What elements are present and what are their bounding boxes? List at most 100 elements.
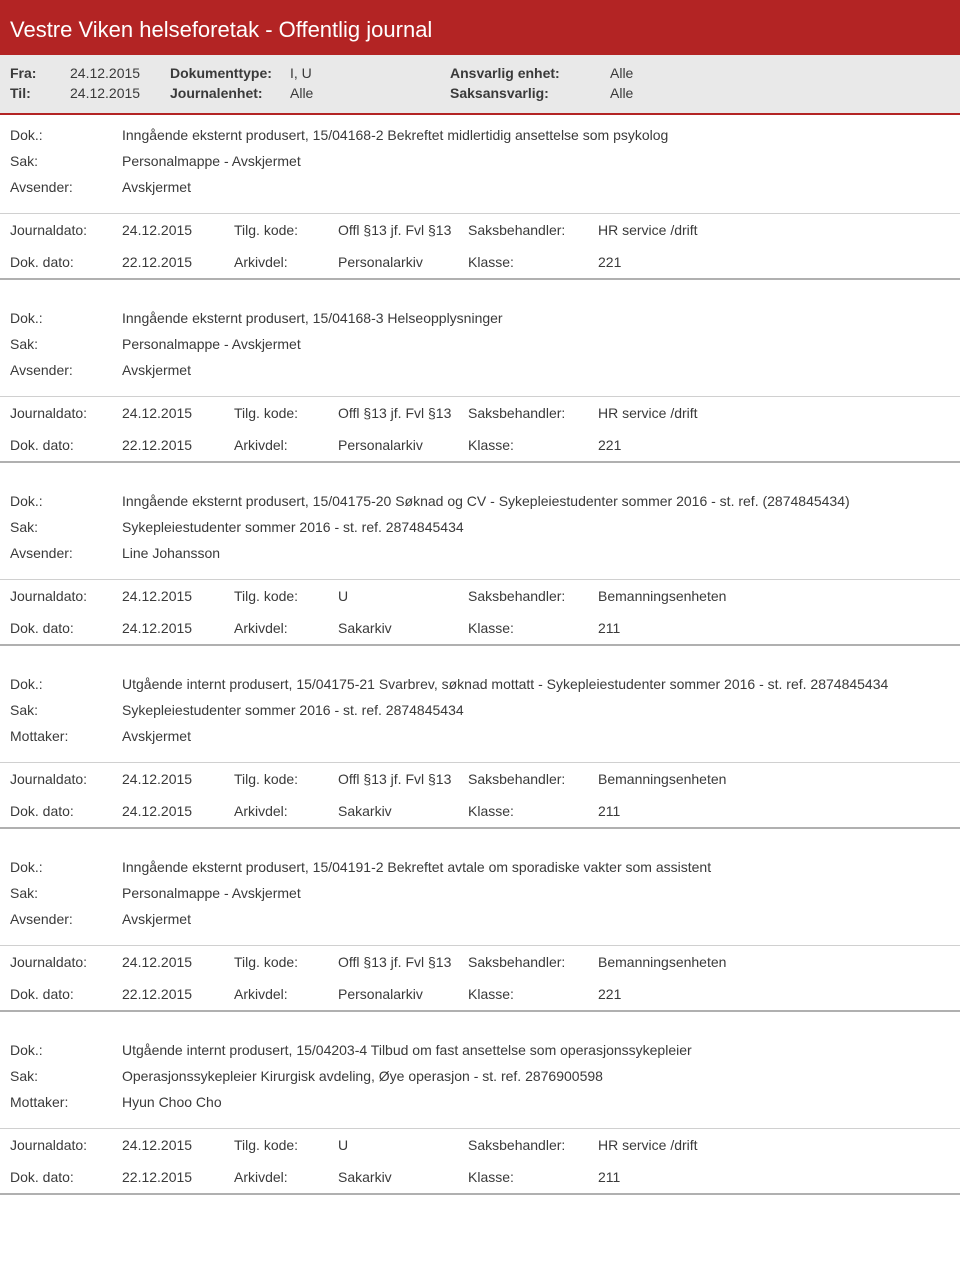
dokdato-label: Dok. dato: bbox=[10, 620, 122, 636]
sak-label: Sak: bbox=[10, 153, 122, 169]
dok-value: Utgående internt produsert, 15/04175-21 … bbox=[122, 676, 950, 692]
doktype-label: Dokumenttype: bbox=[170, 65, 290, 81]
tilgkode-value: Offl §13 jf. Fvl §13 bbox=[338, 771, 468, 787]
klasse-label: Klasse: bbox=[468, 803, 598, 819]
entry-header: Dok.: Inngående eksternt produsert, 15/0… bbox=[0, 115, 960, 213]
page-title: Vestre Viken helseforetak - Offentlig jo… bbox=[10, 17, 432, 42]
entry-meta: Journaldato: 24.12.2015 Tilg. kode: Offl… bbox=[0, 213, 960, 280]
til-value: 24.12.2015 bbox=[70, 85, 170, 101]
dok-label: Dok.: bbox=[10, 859, 122, 875]
arkivdel-value: Personalarkiv bbox=[338, 986, 468, 1002]
party-label: Avsender: bbox=[10, 362, 122, 378]
tilgkode-label: Tilg. kode: bbox=[234, 1137, 338, 1153]
saksbehandler-value: Bemanningsenheten bbox=[598, 954, 950, 970]
sak-value: Sykepleiestudenter sommer 2016 - st. ref… bbox=[122, 519, 950, 535]
sak-label: Sak: bbox=[10, 336, 122, 352]
saksbehandler-label: Saksbehandler: bbox=[468, 588, 598, 604]
journaldato-label: Journaldato: bbox=[10, 222, 122, 238]
arkivdel-value: Sakarkiv bbox=[338, 620, 468, 636]
party-value: Avskjermet bbox=[122, 362, 950, 378]
tilgkode-label: Tilg. kode: bbox=[234, 771, 338, 787]
sak-label: Sak: bbox=[10, 1068, 122, 1084]
dok-label: Dok.: bbox=[10, 493, 122, 509]
journaldato-value: 24.12.2015 bbox=[122, 771, 234, 787]
entry-meta: Journaldato: 24.12.2015 Tilg. kode: Offl… bbox=[0, 396, 960, 463]
sak-label: Sak: bbox=[10, 702, 122, 718]
til-label: Til: bbox=[10, 85, 70, 101]
journal-entry: Dok.: Utgående internt produsert, 15/042… bbox=[0, 1030, 960, 1213]
dokdato-label: Dok. dato: bbox=[10, 1169, 122, 1185]
journaldato-label: Journaldato: bbox=[10, 588, 122, 604]
party-label: Avsender: bbox=[10, 179, 122, 195]
sak-value: Personalmappe - Avskjermet bbox=[122, 885, 950, 901]
arkivdel-value: Sakarkiv bbox=[338, 1169, 468, 1185]
tilgkode-value: U bbox=[338, 588, 468, 604]
klasse-value: 221 bbox=[598, 437, 950, 453]
dokdato-value: 24.12.2015 bbox=[122, 620, 234, 636]
party-label: Avsender: bbox=[10, 545, 122, 561]
journal-entry: Dok.: Inngående eksternt produsert, 15/0… bbox=[0, 115, 960, 298]
entry-meta: Journaldato: 24.12.2015 Tilg. kode: Offl… bbox=[0, 945, 960, 1012]
saksansvarlig-value: Alle bbox=[610, 85, 690, 101]
saksbehandler-value: Bemanningsenheten bbox=[598, 588, 950, 604]
tilgkode-value: Offl §13 jf. Fvl §13 bbox=[338, 405, 468, 421]
tilgkode-label: Tilg. kode: bbox=[234, 405, 338, 421]
tilgkode-label: Tilg. kode: bbox=[234, 588, 338, 604]
tilgkode-value: Offl §13 jf. Fvl §13 bbox=[338, 954, 468, 970]
party-value: Avskjermet bbox=[122, 179, 950, 195]
dokdato-value: 22.12.2015 bbox=[122, 1169, 234, 1185]
journal-entry: Dok.: Utgående internt produsert, 15/041… bbox=[0, 664, 960, 847]
dokdato-value: 22.12.2015 bbox=[122, 986, 234, 1002]
klasse-label: Klasse: bbox=[468, 254, 598, 270]
entry-header: Dok.: Utgående internt produsert, 15/041… bbox=[0, 664, 960, 762]
entry-gap bbox=[0, 1012, 960, 1030]
doktype-value: I, U bbox=[290, 65, 450, 81]
arkivdel-label: Arkivdel: bbox=[234, 803, 338, 819]
klasse-value: 211 bbox=[598, 803, 950, 819]
tilgkode-label: Tilg. kode: bbox=[234, 954, 338, 970]
entry-meta: Journaldato: 24.12.2015 Tilg. kode: U Sa… bbox=[0, 579, 960, 646]
arkivdel-value: Personalarkiv bbox=[338, 254, 468, 270]
klasse-value: 221 bbox=[598, 986, 950, 1002]
dok-value: Inngående eksternt produsert, 15/04168-2… bbox=[122, 127, 950, 143]
journaldato-value: 24.12.2015 bbox=[122, 405, 234, 421]
entry-header: Dok.: Inngående eksternt produsert, 15/0… bbox=[0, 481, 960, 579]
party-label: Mottaker: bbox=[10, 1094, 122, 1110]
dokdato-label: Dok. dato: bbox=[10, 254, 122, 270]
dok-value: Inngående eksternt produsert, 15/04175-2… bbox=[122, 493, 950, 509]
journalenhet-value: Alle bbox=[290, 85, 450, 101]
party-label: Avsender: bbox=[10, 911, 122, 927]
journaldato-value: 24.12.2015 bbox=[122, 1137, 234, 1153]
filter-row-1: Fra: 24.12.2015 Dokumenttype: I, U Ansva… bbox=[10, 65, 950, 81]
journal-page: Vestre Viken helseforetak - Offentlig jo… bbox=[0, 0, 960, 1213]
tilgkode-label: Tilg. kode: bbox=[234, 222, 338, 238]
dok-value: Inngående eksternt produsert, 15/04168-3… bbox=[122, 310, 950, 326]
journaldato-label: Journaldato: bbox=[10, 405, 122, 421]
klasse-label: Klasse: bbox=[468, 986, 598, 1002]
journaldato-value: 24.12.2015 bbox=[122, 222, 234, 238]
dok-label: Dok.: bbox=[10, 1042, 122, 1058]
entry-header: Dok.: Inngående eksternt produsert, 15/0… bbox=[0, 298, 960, 396]
sak-label: Sak: bbox=[10, 885, 122, 901]
journaldato-label: Journaldato: bbox=[10, 1137, 122, 1153]
entry-header: Dok.: Inngående eksternt produsert, 15/0… bbox=[0, 847, 960, 945]
saksbehandler-label: Saksbehandler: bbox=[468, 954, 598, 970]
entry-meta: Journaldato: 24.12.2015 Tilg. kode: U Sa… bbox=[0, 1128, 960, 1195]
page-header: Vestre Viken helseforetak - Offentlig jo… bbox=[0, 5, 960, 55]
entry-gap bbox=[0, 463, 960, 481]
entry-gap bbox=[0, 646, 960, 664]
ansvarlig-enhet-value: Alle bbox=[610, 65, 690, 81]
entry-gap bbox=[0, 829, 960, 847]
journaldato-value: 24.12.2015 bbox=[122, 954, 234, 970]
party-label: Mottaker: bbox=[10, 728, 122, 744]
sak-label: Sak: bbox=[10, 519, 122, 535]
saksbehandler-label: Saksbehandler: bbox=[468, 771, 598, 787]
dokdato-value: 22.12.2015 bbox=[122, 254, 234, 270]
filter-bar: Fra: 24.12.2015 Dokumenttype: I, U Ansva… bbox=[0, 55, 960, 115]
entry-meta: Journaldato: 24.12.2015 Tilg. kode: Offl… bbox=[0, 762, 960, 829]
dokdato-value: 22.12.2015 bbox=[122, 437, 234, 453]
journal-entry: Dok.: Inngående eksternt produsert, 15/0… bbox=[0, 481, 960, 664]
klasse-label: Klasse: bbox=[468, 1169, 598, 1185]
fra-value: 24.12.2015 bbox=[70, 65, 170, 81]
dokdato-value: 24.12.2015 bbox=[122, 803, 234, 819]
